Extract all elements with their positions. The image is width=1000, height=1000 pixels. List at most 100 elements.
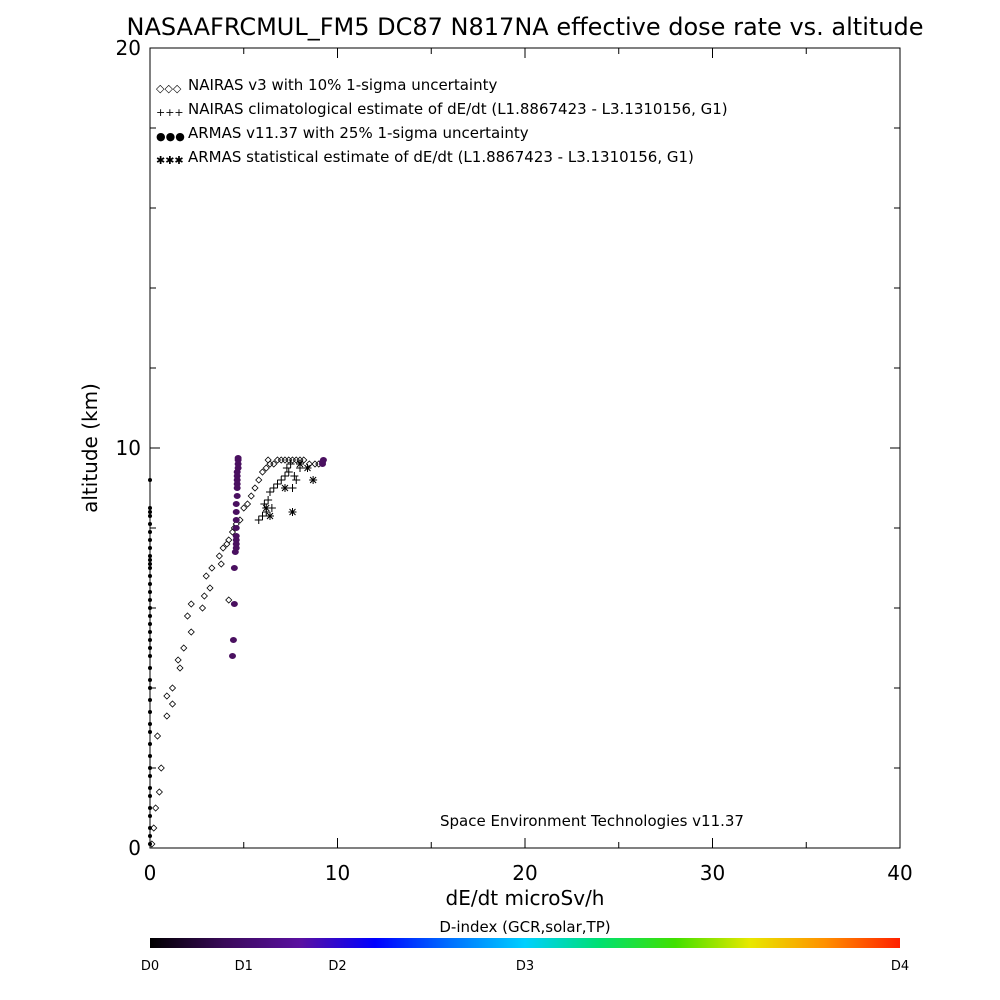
data-point-dot-small bbox=[148, 598, 152, 602]
plot-frame bbox=[149, 47, 901, 849]
data-point-diamond bbox=[150, 824, 158, 832]
data-point-dot-small bbox=[148, 654, 152, 658]
data-point-dot-small bbox=[148, 786, 152, 790]
x-tick-label: 20 bbox=[512, 861, 537, 885]
data-point-diamond bbox=[240, 504, 248, 512]
legend-symbol: ◇◇◇ bbox=[156, 82, 182, 95]
data-point-diamond bbox=[305, 460, 313, 468]
data-point-diamond bbox=[255, 476, 263, 484]
data-point-diamond bbox=[200, 592, 208, 600]
data-point-dot-small bbox=[148, 794, 152, 798]
data-point-diamond bbox=[281, 456, 289, 464]
data-point-dot-small bbox=[148, 826, 152, 830]
data-point-plus bbox=[292, 476, 301, 484]
colorbar-gradient bbox=[150, 938, 900, 948]
legend-symbol: ✱✱✱ bbox=[156, 154, 184, 167]
data-point-diamond bbox=[243, 500, 252, 508]
data-point-dot-small bbox=[148, 730, 152, 734]
data-point-dot bbox=[229, 653, 236, 659]
legend-label: NAIRAS climatological estimate of dE/dt … bbox=[188, 100, 728, 118]
data-point-dot-small bbox=[148, 842, 152, 846]
legend-label: NAIRAS v3 with 10% 1-sigma uncertainty bbox=[188, 76, 497, 94]
legend-label: ARMAS v11.37 with 25% 1-sigma uncertaint… bbox=[188, 124, 529, 142]
colorbar-label: D0 bbox=[141, 959, 159, 974]
y-tick-label: 0 bbox=[128, 836, 141, 860]
data-point-dot bbox=[229, 637, 237, 643]
data-point-dot-small bbox=[148, 678, 152, 682]
credit-label: Space Environment Technologies v11.37 bbox=[440, 812, 744, 830]
data-point-diamond bbox=[183, 612, 192, 620]
data-point-diamond bbox=[206, 584, 214, 592]
data-point-dot-small bbox=[148, 582, 152, 586]
data-point-plus bbox=[277, 476, 286, 484]
data-point-diamond bbox=[163, 712, 171, 720]
colorbar-label: D1 bbox=[235, 959, 253, 974]
data-point-dot-small bbox=[148, 590, 152, 594]
data-point-asterisk bbox=[309, 476, 318, 484]
data-point-plus bbox=[284, 468, 293, 476]
data-point-dot-small bbox=[148, 530, 152, 534]
x-tick-label: 30 bbox=[700, 861, 725, 885]
data-point-diamond bbox=[153, 732, 162, 740]
x-tick-label: 10 bbox=[325, 861, 350, 885]
data-point-diamond bbox=[251, 484, 259, 492]
data-point-dot bbox=[232, 501, 240, 507]
data-point-diamond bbox=[219, 544, 227, 552]
data-point-dot-small bbox=[148, 514, 152, 518]
data-point-asterisk bbox=[288, 508, 297, 516]
data-point-dot bbox=[232, 533, 240, 539]
data-point-dot-small bbox=[148, 506, 152, 510]
data-point-plus bbox=[273, 480, 282, 488]
data-point-plus bbox=[266, 488, 274, 496]
axis-tick-labels: 0 10 20 30 40 0 10 20 bbox=[116, 36, 913, 885]
data-point-asterisk bbox=[266, 512, 274, 520]
data-point-diamond bbox=[208, 564, 216, 572]
data-point-dot bbox=[230, 601, 238, 607]
data-point-dot-small bbox=[148, 622, 152, 626]
data-point-dot-small bbox=[148, 510, 152, 514]
legend-symbol: +++ bbox=[156, 106, 184, 119]
x-axis-label: dE/dt microSv/h bbox=[446, 886, 605, 910]
data-point-diamond bbox=[168, 700, 177, 708]
data-point-asterisk bbox=[296, 460, 304, 468]
data-point-diamond bbox=[174, 656, 182, 664]
data-point-diamond bbox=[155, 788, 163, 796]
axis-ticks bbox=[149, 47, 901, 849]
data-point-dot-small bbox=[148, 606, 152, 610]
data-point-diamond bbox=[225, 536, 233, 544]
data-point-diamond bbox=[258, 468, 267, 476]
data-point-diamond bbox=[157, 764, 165, 772]
data-point-dot-small bbox=[148, 558, 152, 562]
data-point-diamond bbox=[187, 628, 195, 636]
data-point-dot-small bbox=[148, 638, 152, 642]
data-point-dot bbox=[232, 517, 240, 523]
chart-title: NASAAFRCMUL_FM5 DC87 N817NA effective do… bbox=[127, 13, 924, 41]
colorbar: D-index (GCR,solar,TP) D0 D1 D2 D3 D4 bbox=[141, 918, 909, 974]
data-point-dot bbox=[319, 457, 327, 463]
data-point-plus bbox=[288, 484, 297, 492]
colorbar-labels: D0 D1 D2 D3 D4 bbox=[141, 959, 909, 974]
data-point-dot-small bbox=[148, 666, 152, 670]
data-point-dot-small bbox=[148, 478, 152, 482]
data-point-dot-small bbox=[148, 554, 152, 558]
data-point-dot-small bbox=[148, 698, 152, 702]
data-point-dot-small bbox=[148, 538, 152, 542]
data-point-dot-small bbox=[148, 546, 152, 550]
data-point-dot bbox=[232, 525, 240, 531]
data-point-dot bbox=[233, 493, 241, 499]
data-point-diamond bbox=[270, 460, 278, 468]
x-tick-label: 40 bbox=[887, 861, 912, 885]
y-axis-label: altitude (km) bbox=[78, 383, 102, 513]
colorbar-label: D4 bbox=[891, 959, 909, 974]
data-point-dot-small bbox=[148, 754, 152, 758]
data-point-diamond bbox=[300, 456, 308, 464]
data-point-diamond bbox=[247, 492, 255, 500]
x-tick-label: 0 bbox=[144, 861, 157, 885]
data-point-plus bbox=[264, 496, 273, 504]
data-point-diamond bbox=[176, 664, 184, 672]
legend-symbol: ●●● bbox=[156, 130, 185, 143]
data-point-diamond bbox=[163, 692, 171, 700]
data-point-diamond bbox=[152, 804, 160, 812]
data-point-dot-small bbox=[148, 774, 152, 778]
